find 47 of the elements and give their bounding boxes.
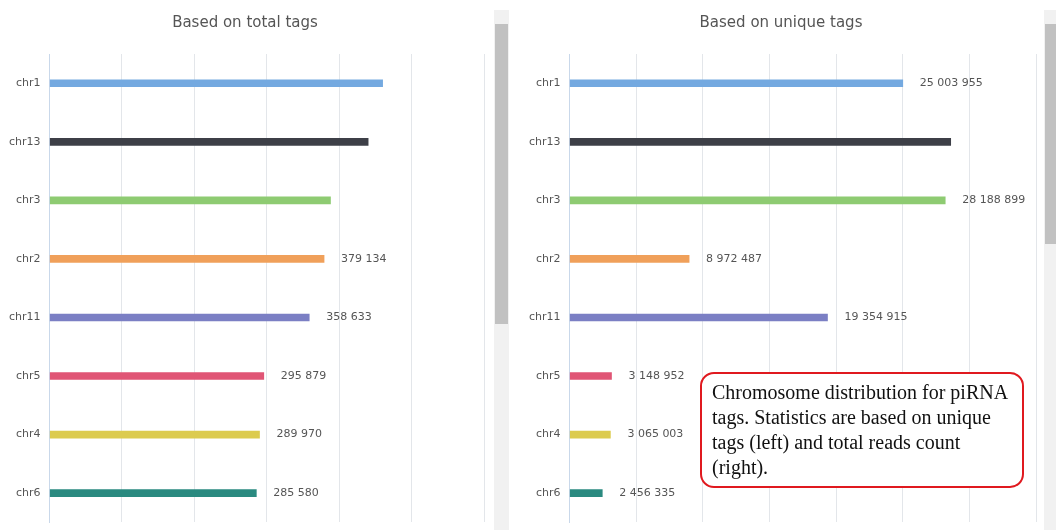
y-tick-label: chr3 [535,193,561,207]
y-tick-label: chr1 [15,76,41,90]
bar [49,489,257,497]
bar [569,138,952,146]
chart-title: Based on total tags [172,12,319,31]
annotation: Chromosome distribution for piRNA tags. Statistics are based on unique tags (left) and total reads count (right). [700,372,1024,488]
bar [569,255,690,263]
data-label: 3 148 952 [628,368,685,382]
bar [49,313,310,322]
data-label: 19 354 915 [844,310,908,324]
bar [569,313,828,322]
y-tick-label: chr6 [535,485,561,499]
y-tick-label: chr3 [15,193,41,207]
bar [49,255,325,263]
bar [49,372,265,380]
bar [569,196,946,205]
y-tick-label: chr4 [15,427,41,441]
y-tick-label: chr13 [8,134,41,148]
bar [49,79,383,88]
y-tick-label: chr6 [15,485,41,499]
bar [49,138,369,146]
data-label: 8 972 487 [706,251,763,265]
bar [569,79,904,88]
y-tick-label: chr2 [15,251,41,265]
bar [569,489,603,497]
y-tick-label: chr5 [15,368,41,382]
data-label: 28 188 899 [962,193,1026,207]
y-tick-label: chr5 [535,368,561,382]
data-label: 295 879 [280,368,327,382]
y-tick-label: chr11 [528,310,561,324]
y-tick-label: chr2 [535,251,561,265]
data-label: 3 065 003 [627,427,684,441]
bar [569,372,612,380]
data-label: 2 456 335 [619,485,676,499]
data-label: 289 970 [276,427,323,441]
bar [49,430,260,439]
data-label: 379 134 [341,251,387,265]
y-tick-label: chr11 [8,310,41,324]
data-label: 358 633 [326,310,372,324]
y-tick-label: chr13 [528,134,561,148]
y-tick-label: chr1 [535,76,561,90]
data-label: 25 003 955 [919,76,983,90]
chart-title: Based on unique tags [699,12,863,31]
y-tick-label: chr4 [535,427,561,441]
bar [49,196,331,205]
bar [569,430,611,439]
data-label: 285 580 [273,485,319,499]
